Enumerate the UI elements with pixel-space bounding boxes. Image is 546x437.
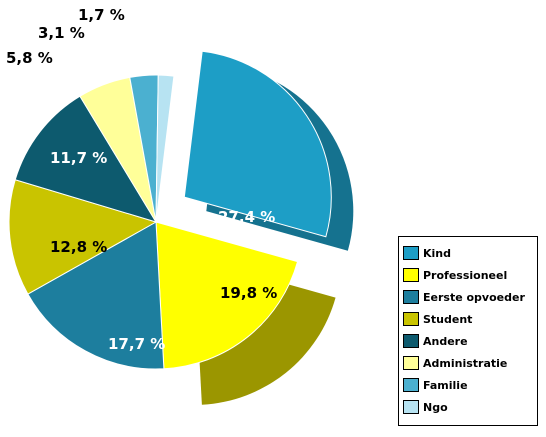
pie-slice-kind (183, 50, 332, 238)
legend-swatch (403, 378, 419, 392)
pie-slice-ngo (155, 74, 175, 223)
legend-item: Ngo (403, 397, 533, 417)
pie-slice-student (8, 179, 158, 295)
legend-swatch (403, 356, 419, 370)
legend-label: Eerste opvoeder (423, 290, 525, 304)
legend-label: Student (423, 312, 473, 326)
legend-swatch (403, 312, 419, 326)
legend-item: Andere (403, 331, 533, 351)
legend-label: Andere (423, 334, 468, 348)
slice-value-label: 27,4 % (218, 208, 275, 226)
pie-slice-professioneel (155, 221, 299, 370)
pie-slice-eerste-opvoeder (27, 221, 165, 370)
slice-value-label: 11,7 % (50, 149, 107, 167)
slice-value-label: 3,1 % (38, 24, 85, 42)
legend-item: Administratie (403, 353, 533, 373)
legend-item: Familie (403, 375, 533, 395)
legend-swatch (403, 268, 419, 282)
legend-swatch (403, 290, 419, 304)
legend-item: Kind (403, 243, 533, 263)
legend-label: Kind (423, 246, 451, 260)
pie-slices (8, 50, 332, 370)
legend-label: Administratie (423, 356, 508, 370)
legend-label: Professioneel (423, 268, 508, 282)
legend-label: Familie (423, 378, 468, 392)
legend-swatch (403, 400, 419, 414)
pie-slice-andere (14, 95, 158, 223)
legend-item: Professioneel (403, 265, 533, 285)
slice-value-label: 19,8 % (220, 284, 277, 302)
legend-label: Ngo (423, 400, 448, 414)
legend-swatch (403, 334, 419, 348)
slice-value-label: 12,8 % (50, 238, 107, 256)
slice-value-label: 1,7 % (78, 6, 125, 24)
legend-swatch (403, 246, 419, 260)
slice-value-label: 5,8 % (6, 49, 53, 67)
legend-item: Student (403, 309, 533, 329)
legend-item: Eerste opvoeder (403, 287, 533, 307)
legend: Kind Professioneel Eerste opvoeder Stude… (398, 236, 538, 426)
slice-value-label: 17,7 % (108, 335, 165, 353)
